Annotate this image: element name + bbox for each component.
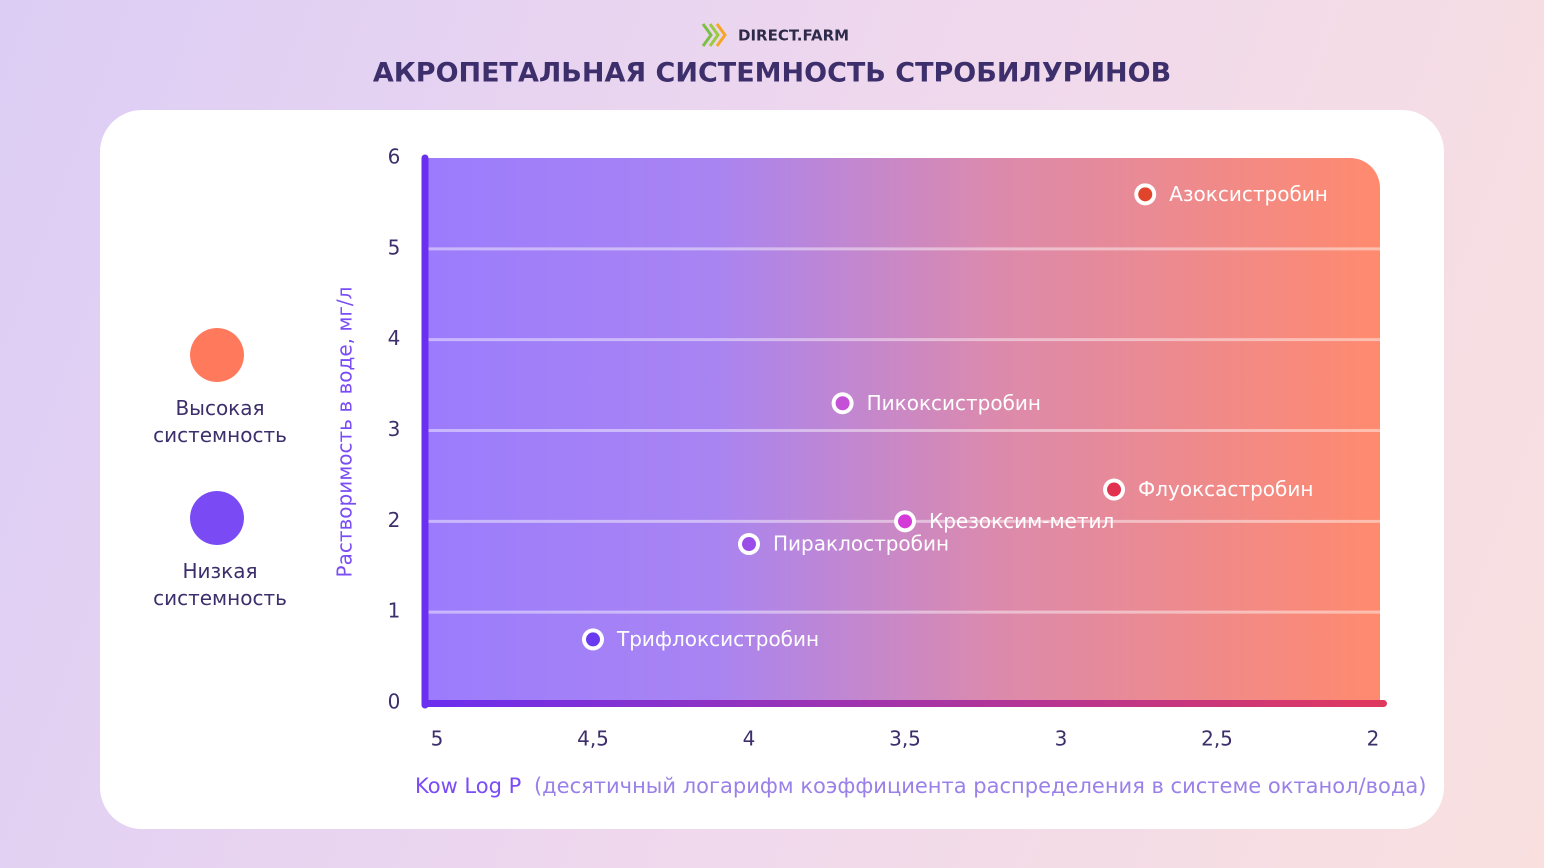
x-axis-label-main: Kow Log P [415,774,521,798]
x-tick-label: 3 [1055,727,1068,751]
x-axis-label: Kow Log P (десятичный логарифм коэффицие… [415,774,1426,798]
legend-marker [190,491,244,545]
point-label: Крезоксим-метил [929,509,1114,533]
brand: DIRECT.FARM [738,27,849,45]
point [898,514,912,529]
y-tick-label: 4 [388,326,401,350]
x-axis [422,700,1387,707]
y-tick-label: 6 [388,145,401,169]
x-tick-label: 5 [431,727,444,751]
plot-area [425,158,1380,703]
point [1138,187,1153,202]
point-label: Азоксистробин [1169,182,1328,206]
legend-label: Низкая системность [153,559,287,610]
y-tick-label: 5 [388,235,401,259]
x-tick-label: 2 [1367,727,1380,751]
x-tick-label: 3,5 [889,727,921,751]
chart-title: АКРОПЕТАЛЬНАЯ СИСТЕМНОСТЬ СТРОБИЛУРИНОВ [373,58,1171,89]
legend-label: Высокая системность [153,396,287,447]
x-tick-label: 4,5 [577,727,609,751]
y-tick-label: 0 [388,690,401,714]
point-label: Пираклостробин [773,532,949,556]
point [586,632,600,647]
y-tick-label: 2 [388,508,401,532]
x-tick-label: 4 [743,727,756,751]
x-tick-label: 2,5 [1201,727,1233,751]
point-label: Трифлоксистробин [616,627,819,651]
y-tick-label: 1 [388,599,401,623]
y-axis-label: Растворимость в воде, мг/л [333,287,357,578]
logo [701,23,727,47]
point [1107,482,1122,497]
point-label: Флуоксастробин [1138,477,1313,501]
x-axis-label-note: (десятичный логарифм коэффициента распре… [534,774,1426,798]
point [835,396,850,411]
point-label: Пикоксистробин [867,391,1041,415]
legend-marker [190,328,244,382]
y-tick-label: 3 [388,417,401,441]
point [742,537,756,552]
